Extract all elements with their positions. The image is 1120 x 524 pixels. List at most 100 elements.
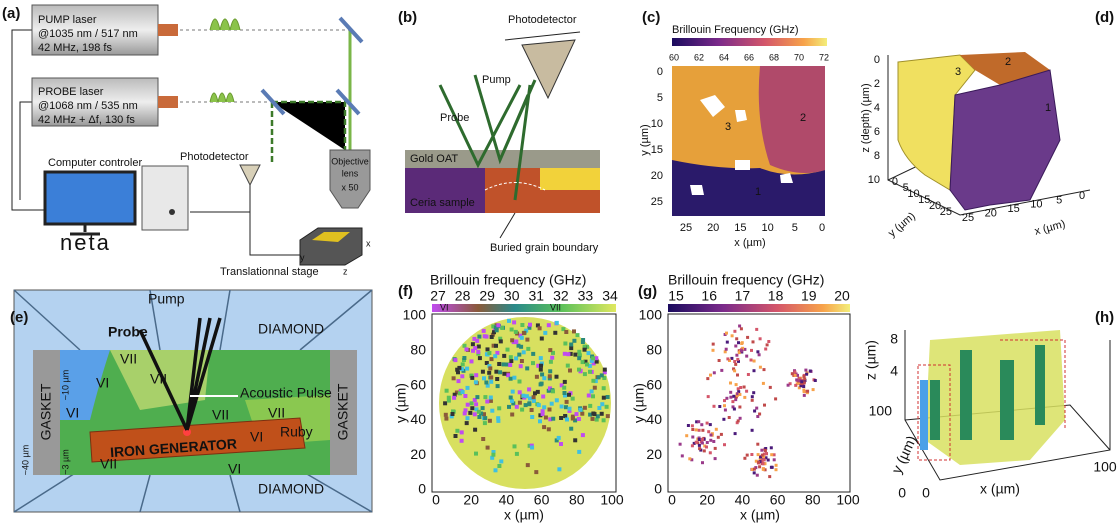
pixel	[475, 395, 479, 399]
pixel	[478, 356, 482, 360]
grain-1	[950, 70, 1060, 210]
colorbar-tick: 29	[479, 288, 495, 304]
pixel	[758, 465, 761, 468]
pixel	[547, 427, 551, 431]
pixel	[518, 401, 522, 405]
pixel	[557, 436, 561, 440]
x-tick-label: 5	[792, 222, 798, 234]
pixel	[725, 397, 728, 400]
pixel	[743, 457, 746, 460]
y-tick-label: 5	[657, 92, 663, 104]
pixel	[691, 424, 694, 427]
pixel	[706, 377, 709, 380]
pixel	[443, 401, 447, 405]
pixel	[502, 372, 506, 376]
pixel	[486, 347, 490, 351]
pixel	[510, 328, 514, 332]
objective-text: lens	[342, 168, 359, 178]
pixel	[487, 351, 491, 355]
pixel	[473, 412, 477, 416]
pixel	[489, 380, 493, 384]
pixel	[679, 443, 682, 446]
sample-disk	[439, 317, 611, 489]
pixel	[530, 446, 534, 450]
pixel	[738, 393, 741, 396]
pixel	[520, 336, 524, 340]
pixel	[733, 360, 736, 363]
pixel	[803, 390, 806, 393]
colorbar-tick: 30	[504, 288, 520, 304]
pixel	[517, 353, 521, 357]
pixel	[701, 438, 704, 441]
pixel	[762, 382, 765, 385]
phase-label: VII	[268, 405, 285, 421]
pixel	[571, 415, 575, 419]
cable	[190, 185, 300, 255]
colorbar-tick: 34	[602, 288, 618, 304]
pixel	[511, 390, 515, 394]
pixel	[568, 407, 572, 411]
pixel	[542, 405, 546, 409]
colorbar-tick: 66	[744, 52, 754, 62]
pixel	[752, 340, 755, 343]
pixel	[560, 405, 564, 409]
pixel	[736, 374, 739, 377]
x-tick-label: 0	[668, 492, 676, 508]
pixel	[698, 438, 701, 441]
pixel	[528, 323, 532, 327]
pixel	[462, 356, 466, 360]
pixel	[740, 327, 743, 330]
pixel	[738, 406, 741, 409]
pixel	[567, 393, 571, 397]
pixel	[773, 458, 776, 461]
pixel	[522, 331, 526, 335]
pixel	[445, 389, 449, 393]
pixel	[536, 390, 540, 394]
pixel	[541, 395, 545, 399]
pixel	[751, 429, 754, 432]
ruby-label: Ruby	[280, 424, 313, 440]
pixel	[563, 391, 567, 395]
pixel	[473, 428, 477, 432]
pixel	[565, 418, 569, 422]
z-label: z (depth) (µm)	[860, 83, 872, 152]
pixel	[563, 380, 567, 384]
boundary-label: Buried grain boundary	[490, 242, 599, 254]
panel-c: (c) Brillouin Frequency (GHz) 3 2 1 x (µ…	[639, 9, 827, 249]
pixel	[513, 444, 517, 448]
pixel	[695, 441, 698, 444]
colorbar-title: Brillouin frequency (GHz)	[668, 272, 824, 288]
pixel	[767, 459, 770, 462]
pixel	[750, 349, 753, 352]
pixel	[477, 415, 481, 419]
x-tick-label: 0	[819, 222, 825, 234]
pixel	[452, 376, 456, 380]
pixel	[461, 390, 465, 394]
phase-label: VI	[96, 375, 109, 391]
panel-g: (g) Brillouin frequency (GHz) x (µm) y (…	[631, 272, 850, 523]
pixel	[753, 471, 756, 474]
z-tick-label: 2	[874, 78, 880, 90]
y-tick-label: 0	[654, 481, 662, 497]
y-tick-label: 0	[657, 66, 663, 78]
y-label: y (µm)	[631, 383, 647, 423]
panel-b: (b) Photodetector Gold OAT Ceria sample …	[398, 9, 600, 254]
pixel	[555, 375, 559, 379]
detector-line	[505, 32, 580, 40]
pixel	[457, 379, 461, 383]
pixel	[470, 359, 474, 363]
pixel	[548, 408, 552, 412]
pixel	[466, 386, 470, 390]
pixel	[468, 411, 472, 415]
pixel	[543, 331, 547, 335]
panel-label: (a)	[2, 5, 20, 22]
pixel	[739, 417, 742, 420]
pixel	[738, 325, 741, 328]
grain-2	[759, 66, 825, 173]
pixel	[763, 368, 766, 371]
pixel	[685, 434, 688, 437]
pixel	[474, 452, 478, 456]
pixel	[726, 341, 729, 344]
y-tick-label: 0	[898, 485, 906, 501]
pixel	[525, 338, 529, 342]
